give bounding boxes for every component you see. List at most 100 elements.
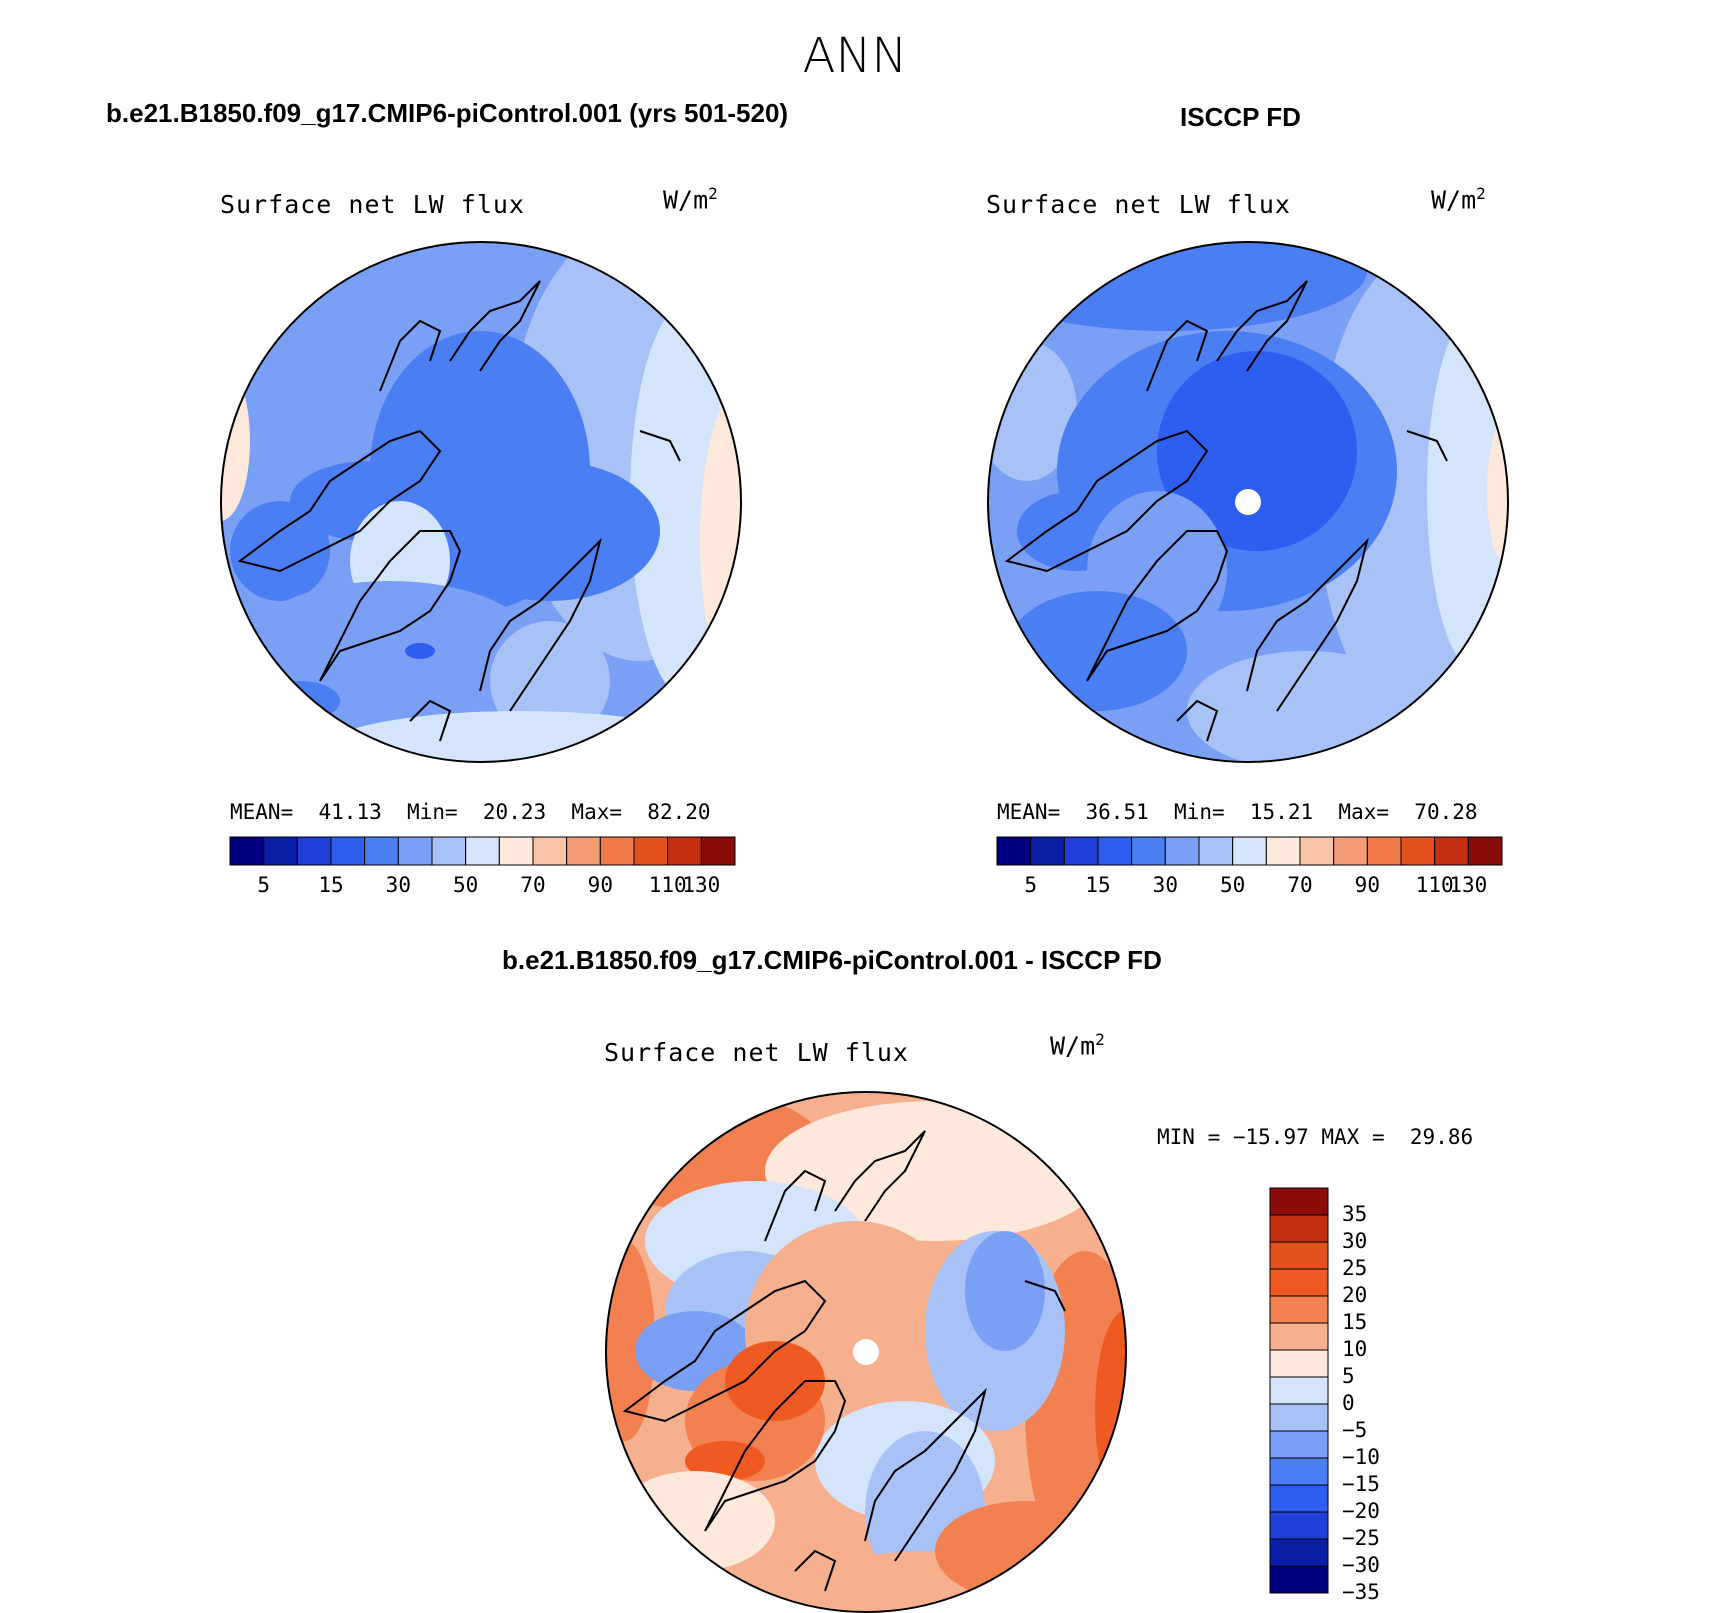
colorbar-box bbox=[1434, 836, 1469, 866]
colorbar-box bbox=[1400, 836, 1436, 866]
colorbar-box bbox=[1366, 836, 1402, 866]
colorbar-tick-label: 15 bbox=[318, 873, 344, 897]
colorbar-tick-label: 30 bbox=[1152, 873, 1178, 897]
colorbar-box bbox=[1030, 836, 1065, 866]
colorbar-box bbox=[1269, 1241, 1329, 1270]
colorbar-box bbox=[1269, 1295, 1329, 1324]
colorbar-box bbox=[263, 836, 298, 866]
colorbar-box bbox=[1269, 1349, 1329, 1378]
model-stats: MEAN= 41.13 Min= 20.23 Max= 82.20 bbox=[230, 800, 711, 824]
colorbar-box bbox=[1232, 836, 1267, 866]
colorbar-tick-label: 130 bbox=[1449, 873, 1488, 897]
colorbar-box bbox=[667, 836, 702, 866]
diff-colorbar bbox=[1269, 1187, 1329, 1594]
colorbar-tick-label: 5 bbox=[257, 873, 270, 897]
model-polar-map bbox=[220, 241, 742, 763]
season-title: ANN bbox=[802, 28, 908, 84]
colorbar-box bbox=[1269, 1430, 1329, 1459]
colorbar-tick-label: 110 bbox=[1415, 873, 1454, 897]
model-map-border bbox=[220, 241, 742, 763]
colorbar-box bbox=[1198, 836, 1234, 866]
colorbar-tick-label: 50 bbox=[453, 873, 479, 897]
colorbar-tick-label: 70 bbox=[520, 873, 546, 897]
colorbar-box bbox=[996, 836, 1032, 866]
colorbar-box bbox=[397, 836, 433, 866]
obs-coastlines bbox=[1004, 280, 1448, 742]
colorbar-tick-label: 30 bbox=[1342, 1229, 1368, 1253]
colorbar-box bbox=[1063, 836, 1099, 866]
diff-coastlines bbox=[622, 1130, 1066, 1592]
colorbar-box bbox=[1269, 1403, 1329, 1432]
diff-pole-hole bbox=[853, 1339, 879, 1365]
colorbar-tick-label: −35 bbox=[1342, 1580, 1380, 1604]
obs-map-field bbox=[988, 242, 1508, 762]
obs-case-title: ISCCP FD bbox=[1180, 102, 1301, 132]
colorbar-box bbox=[1131, 836, 1166, 866]
obs-colorbar bbox=[996, 836, 1503, 866]
colorbar-box bbox=[1269, 1268, 1329, 1297]
colorbar-tick-label: 5 bbox=[1342, 1364, 1355, 1388]
colorbar-box bbox=[566, 836, 601, 866]
colorbar-box bbox=[465, 836, 500, 866]
colorbar-box bbox=[1269, 1511, 1329, 1540]
colorbar-tick-label: 15 bbox=[1342, 1310, 1368, 1334]
colorbar-tick-label: −30 bbox=[1342, 1553, 1380, 1577]
colorbar-box bbox=[1269, 1457, 1329, 1486]
colorbar-box bbox=[1299, 836, 1335, 866]
colorbar-box bbox=[700, 836, 736, 866]
colorbar-box bbox=[599, 836, 635, 866]
obs-pole-hole bbox=[1235, 489, 1261, 515]
colorbar-tick-label: 130 bbox=[682, 873, 721, 897]
diff-polar-map bbox=[605, 1091, 1127, 1613]
model-coastlines bbox=[237, 280, 681, 742]
diff-map-field bbox=[606, 1092, 1126, 1612]
model-colorbar-labels: 5 15 30 50 70 90 110 130 bbox=[230, 873, 735, 903]
colorbar-box bbox=[1269, 1565, 1329, 1594]
colorbar-box bbox=[431, 836, 467, 866]
colorbar-tick-label: 70 bbox=[1287, 873, 1313, 897]
colorbar-box bbox=[1265, 836, 1301, 866]
colorbar-box bbox=[1467, 836, 1503, 866]
model-map-field bbox=[221, 242, 741, 762]
diff-stats: MIN = −15.97 MAX = 29.86 bbox=[1157, 1125, 1474, 1149]
colorbar-tick-label: −15 bbox=[1342, 1472, 1380, 1496]
colorbar-box bbox=[1269, 1322, 1329, 1351]
colorbar-tick-label: 110 bbox=[648, 873, 687, 897]
diff-units-label: W/m2 bbox=[1050, 1030, 1105, 1061]
colorbar-tick-label: 90 bbox=[1354, 873, 1380, 897]
obs-units-label: W/m2 bbox=[1431, 184, 1486, 215]
colorbar-box bbox=[364, 836, 399, 866]
colorbar-tick-label: 5 bbox=[1024, 873, 1037, 897]
colorbar-tick-label: 10 bbox=[1342, 1337, 1368, 1361]
colorbar-tick-label: 25 bbox=[1342, 1256, 1368, 1280]
colorbar-tick-label: 35 bbox=[1342, 1202, 1368, 1226]
colorbar-tick-label: 50 bbox=[1220, 873, 1246, 897]
obs-polar-map bbox=[987, 241, 1509, 763]
colorbar-tick-label: 30 bbox=[385, 873, 411, 897]
obs-map-border bbox=[987, 241, 1509, 763]
diff-colorbar-labels: 35 30 25 20 15 10 5 0 −5 −10 −15 −20 −25 −30 −35 bbox=[1342, 1188, 1442, 1604]
model-colorbar bbox=[229, 836, 736, 866]
colorbar-box bbox=[330, 836, 366, 866]
colorbar-box bbox=[1269, 1187, 1329, 1216]
colorbar-tick-label: −10 bbox=[1342, 1445, 1380, 1469]
colorbar-tick-label: 15 bbox=[1085, 873, 1111, 897]
colorbar-tick-label: 0 bbox=[1342, 1391, 1355, 1415]
colorbar-box bbox=[1164, 836, 1200, 866]
obs-variable-label: Surface net LW flux bbox=[986, 190, 1291, 219]
diff-case-title: b.e21.B1850.f09_g17.CMIP6-piControl.001 … bbox=[502, 945, 1162, 975]
colorbar-box bbox=[1269, 1376, 1329, 1405]
colorbar-tick-label: 90 bbox=[587, 873, 613, 897]
colorbar-box bbox=[229, 836, 265, 866]
colorbar-tick-label: −25 bbox=[1342, 1526, 1380, 1550]
colorbar-tick-label: −5 bbox=[1342, 1418, 1368, 1442]
colorbar-box bbox=[1269, 1484, 1329, 1513]
colorbar-box bbox=[296, 836, 332, 866]
colorbar-box bbox=[1333, 836, 1368, 866]
colorbar-box bbox=[633, 836, 669, 866]
colorbar-tick-label: −20 bbox=[1342, 1499, 1380, 1523]
diff-variable-label: Surface net LW flux bbox=[604, 1038, 909, 1067]
model-units-label: W/m2 bbox=[663, 184, 718, 215]
model-variable-label: Surface net LW flux bbox=[220, 190, 525, 219]
colorbar-tick-label: 20 bbox=[1342, 1283, 1368, 1307]
